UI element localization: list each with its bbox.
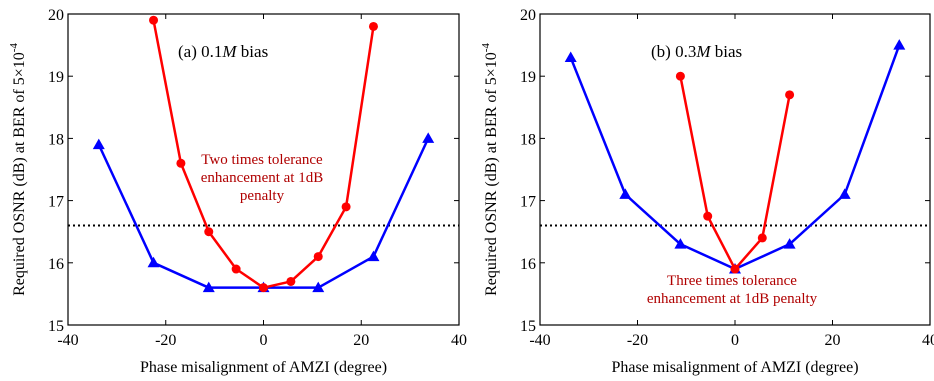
annotation-text: Two times tolerance — [201, 152, 323, 168]
x-tick-label: 40 — [451, 332, 467, 349]
y-tick-label: 17 — [48, 194, 64, 211]
x-axis-label: Phase misalignment of AMZI (degree) — [611, 359, 858, 376]
y-tick-label: 16 — [48, 256, 64, 273]
y-tick-label: 15 — [520, 318, 536, 335]
circle-marker — [703, 211, 713, 221]
circle-marker — [259, 283, 268, 293]
x-axis-label: Phase misalignment of AMZI (degree) — [140, 359, 387, 376]
circle-marker — [313, 252, 323, 262]
annotation-text: penalty — [240, 188, 285, 204]
circle-marker — [176, 158, 186, 168]
annotation-text: enhancement at 1dB penalty — [647, 291, 818, 307]
panel-title: (a) 0.1M bias — [178, 42, 268, 61]
x-tick-label: -40 — [529, 332, 550, 349]
y-tick-label: 16 — [520, 256, 536, 273]
series-line-blue — [569, 44, 901, 271]
circle-marker — [785, 90, 795, 100]
x-tick-label: -20 — [627, 332, 648, 349]
x-tick-label: 0 — [731, 332, 739, 349]
circle-marker — [286, 276, 296, 286]
circle-marker — [368, 21, 378, 31]
y-tick-label: 15 — [48, 318, 64, 335]
circle-marker — [149, 15, 159, 25]
y-tick-label: 18 — [48, 131, 64, 148]
triangle-marker — [783, 238, 796, 249]
chart-panel-a: -40 -20 0 20 40 15 16 17 18 19 20 Phase misalignmen… — [8, 7, 467, 376]
y-axis-label: Required OSNR (dB) at BER of 5×10-4 — [480, 43, 500, 296]
x-tick-label: -20 — [155, 332, 176, 349]
y-axis-label: Required OSNR (dB) at BER of 5×10-4 — [8, 43, 28, 296]
series-line-red — [679, 75, 791, 271]
annotation-text: Three times tolerance — [667, 273, 797, 289]
x-tick-label: -40 — [57, 332, 78, 349]
chart-panel-b: -40 -20 0 20 40 15 16 17 18 19 20 Phase misalignmen… — [480, 7, 934, 376]
circle-marker — [730, 264, 740, 274]
y-tick-label: 20 — [48, 7, 64, 24]
triangle-marker — [147, 256, 160, 268]
y-tick-label: 20 — [520, 7, 536, 24]
triangle-marker — [422, 132, 435, 143]
triangle-marker — [564, 51, 577, 63]
triangle-marker — [893, 39, 906, 50]
y-tick-label: 17 — [520, 194, 536, 211]
panel-title: (b) 0.3M bias — [651, 42, 742, 61]
y-tick-label: 18 — [520, 131, 536, 148]
circle-marker — [204, 227, 214, 237]
triangle-marker — [838, 188, 851, 199]
circle-marker — [757, 233, 767, 243]
triangle-marker — [92, 138, 105, 150]
x-tick-label: 20 — [353, 332, 369, 349]
circle-marker — [231, 264, 241, 274]
x-tick-label: 20 — [825, 332, 841, 349]
y-tick-label: 19 — [520, 69, 536, 86]
triangle-marker — [367, 250, 380, 262]
x-tick-label: 40 — [922, 332, 934, 349]
x-tick-label: 0 — [260, 332, 268, 349]
annotation-text: enhancement at 1dB — [201, 170, 323, 186]
triangle-marker — [674, 238, 687, 249]
triangle-marker — [202, 281, 215, 293]
circle-marker — [341, 202, 351, 212]
triangle-marker — [619, 188, 632, 199]
circle-marker — [675, 71, 685, 81]
triangle-marker — [312, 281, 325, 293]
y-tick-label: 19 — [48, 69, 64, 86]
